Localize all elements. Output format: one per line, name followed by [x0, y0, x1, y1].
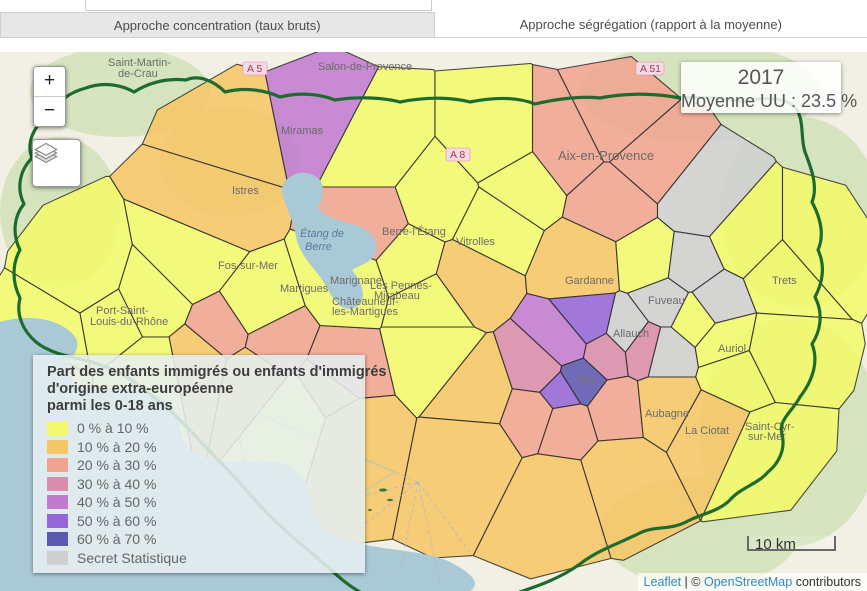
- svg-text:Étang de: Étang de: [300, 227, 344, 240]
- svg-text:Berre: Berre: [305, 241, 332, 253]
